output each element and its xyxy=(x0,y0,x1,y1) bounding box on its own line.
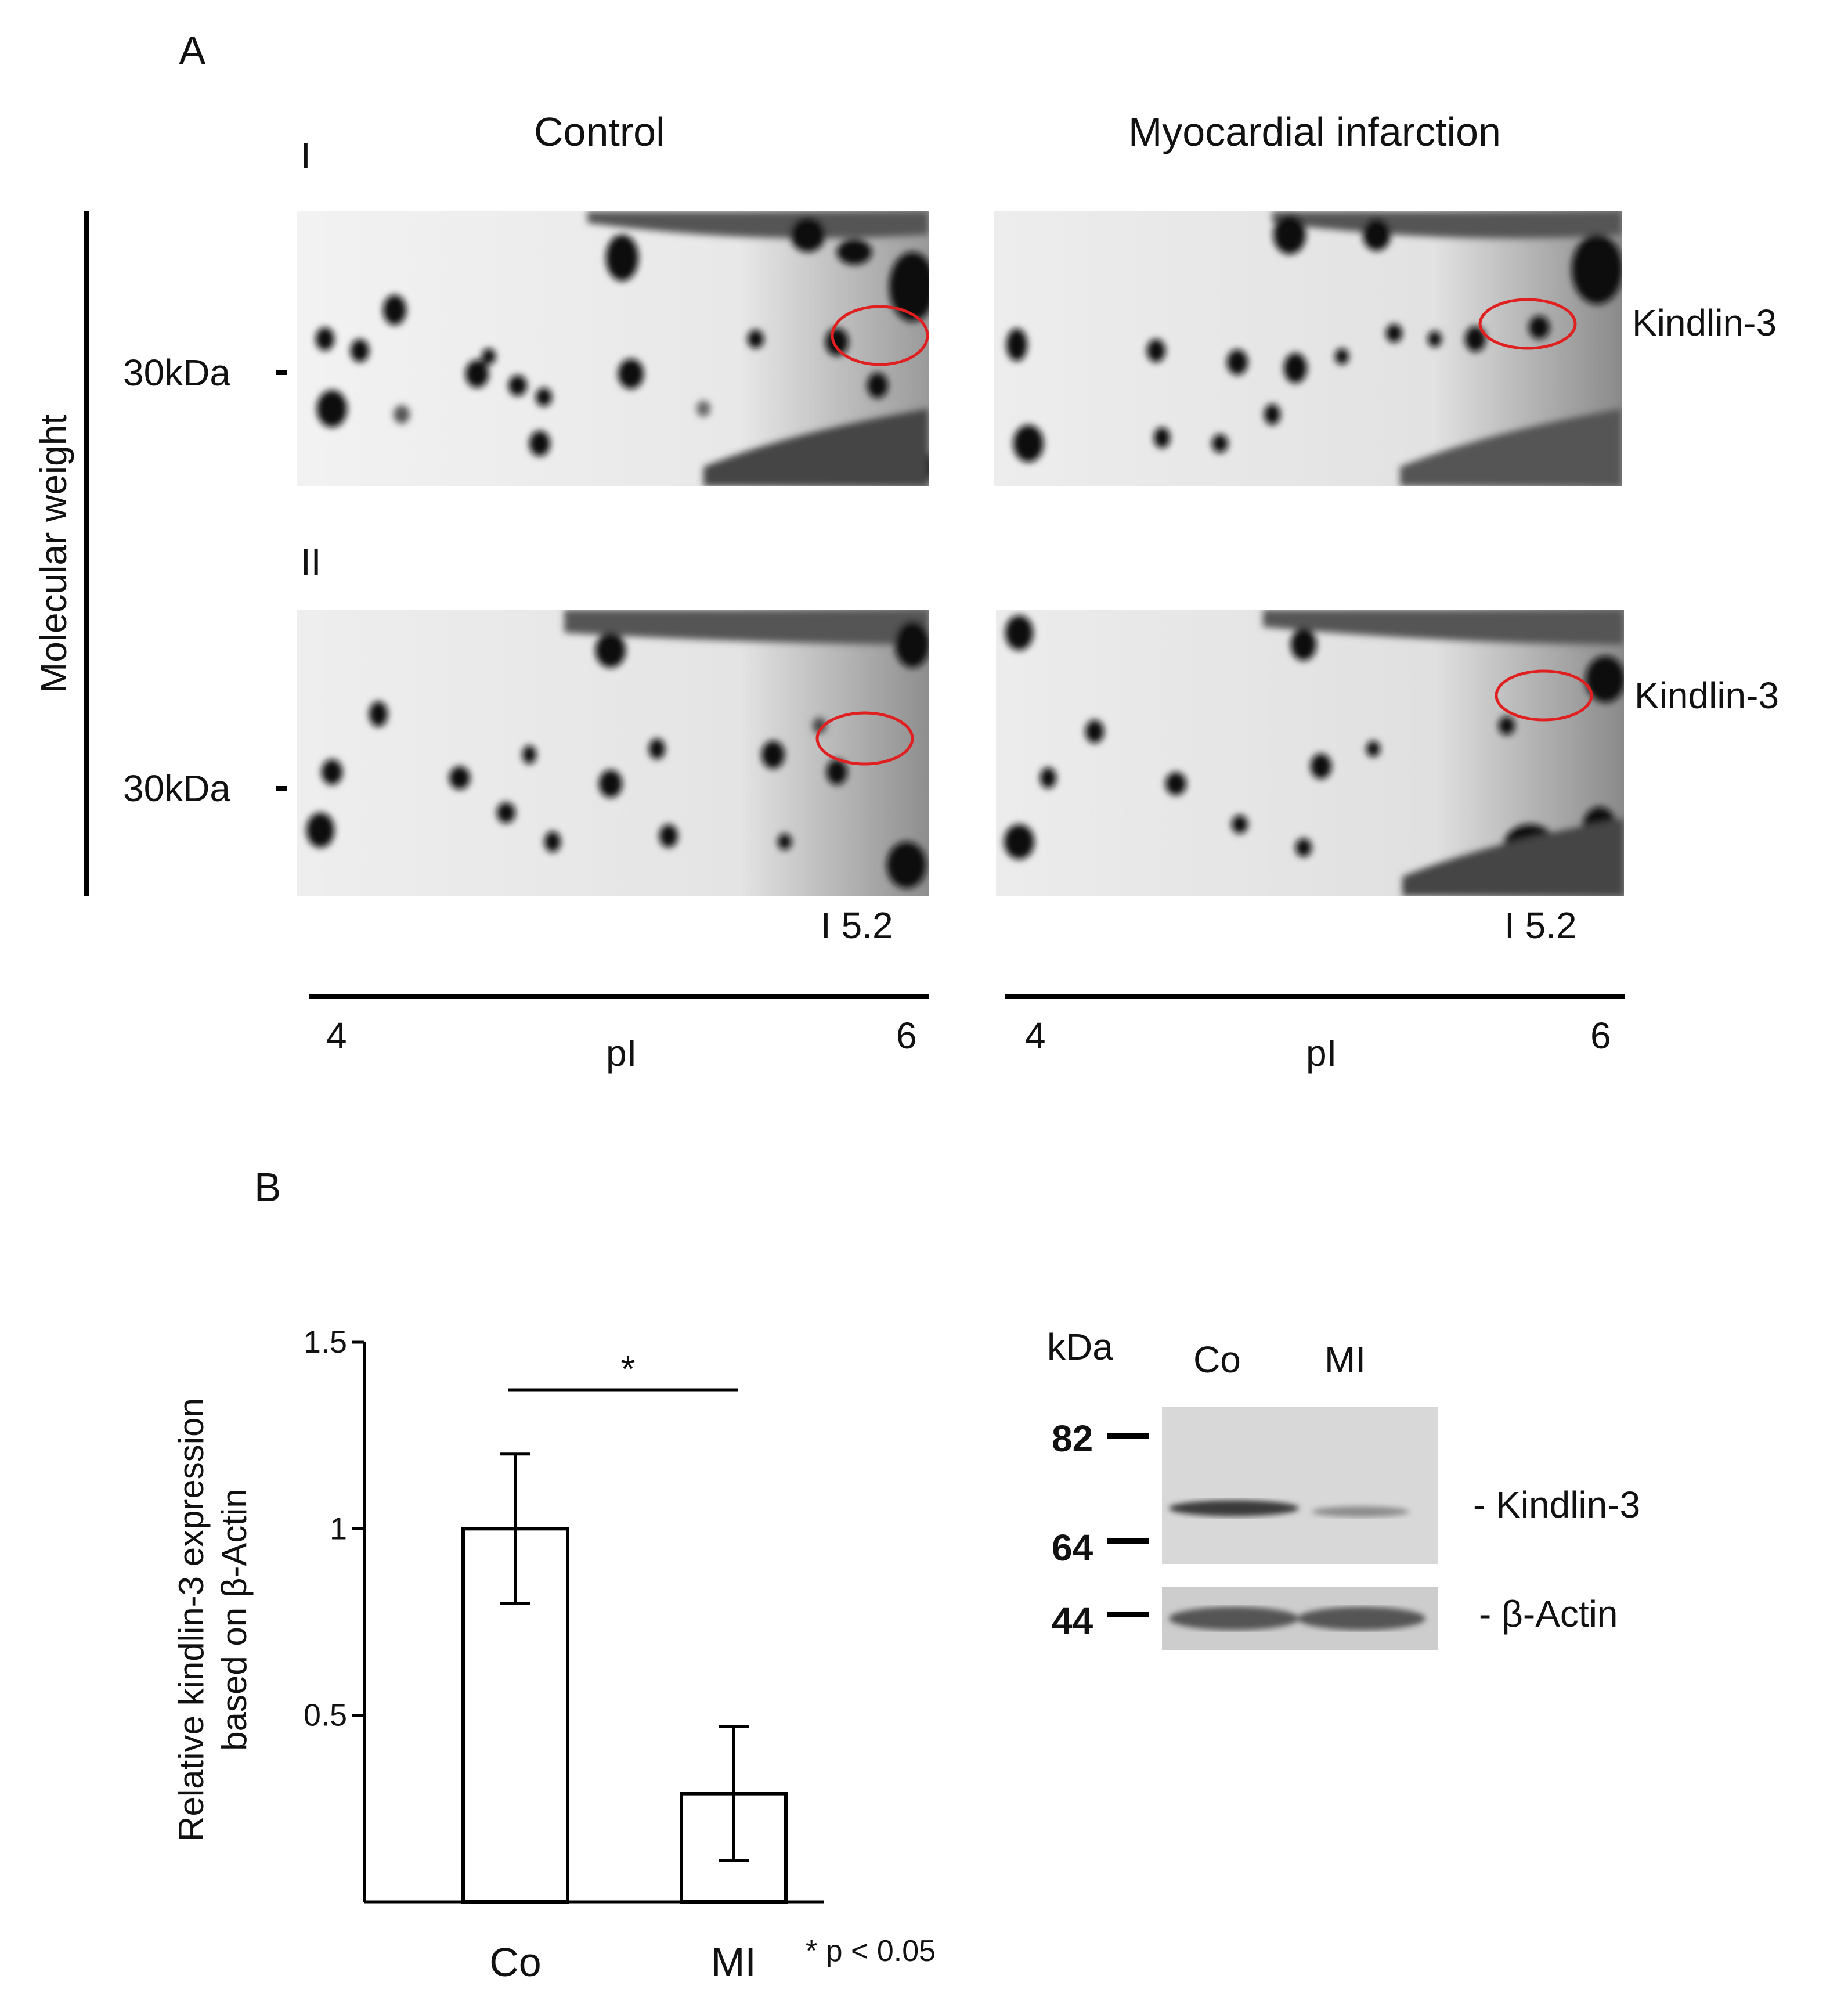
pi-marker-mi: I 5.2 xyxy=(1504,904,1577,946)
y-axis-label-line-1: Relative kindlin-3 expression xyxy=(172,1398,211,1841)
pi-marker-control: I 5.2 xyxy=(821,904,893,946)
blot-marker-64-tick xyxy=(1107,1538,1149,1544)
row-label-i: I xyxy=(301,135,311,176)
p-value-footnote: * p < 0.05 xyxy=(806,1934,936,1968)
gel-mi-i xyxy=(994,211,1622,486)
gel-control-ii xyxy=(297,610,929,896)
blot-kindlin3-strip xyxy=(1162,1407,1438,1564)
blot-marker-64: 64 xyxy=(1052,1527,1093,1569)
blot-marker-82: 82 xyxy=(1052,1418,1093,1459)
gel-control-i xyxy=(297,211,929,486)
pi-axis-min-control: 4 xyxy=(326,1015,347,1057)
y-tick-label-0: 0.5 xyxy=(304,1698,347,1733)
kindlin3-label-row2: Kindlin-3 xyxy=(1634,675,1780,716)
y-axis-label-line-2: based on β-Actin xyxy=(215,1488,254,1750)
mw-marker-30kda-row2: 30kDa xyxy=(123,767,230,809)
control-header: Control xyxy=(534,109,665,154)
blot-marker-82-tick xyxy=(1107,1433,1149,1439)
kindlin3-label-row1: Kindlin-3 xyxy=(1632,302,1777,344)
blot-band-actin: - β-Actin xyxy=(1479,1593,1618,1635)
category-label-mi: MI xyxy=(711,1940,756,1985)
blot-band-kindlin3: - Kindlin-3 xyxy=(1473,1484,1641,1526)
blot-marker-44: 44 xyxy=(1052,1600,1093,1642)
blot-lane-mi: MI xyxy=(1324,1339,1366,1381)
mi-header: Myocardial infarction xyxy=(1128,109,1501,154)
mw-tick-row2 xyxy=(276,786,287,791)
panel-b-letter: B xyxy=(254,1165,281,1210)
gel-mi-ii xyxy=(996,610,1624,896)
blot-unit-label: kDa xyxy=(1047,1326,1113,1368)
pi-axis-label-control: pI xyxy=(606,1032,637,1074)
pi-axis-min-mi: 4 xyxy=(1025,1015,1046,1057)
significance-marker: * xyxy=(621,1348,636,1390)
category-label-co: Co xyxy=(489,1940,541,1985)
blot-lane-co: Co xyxy=(1193,1339,1241,1381)
mw-marker-30kda-row1: 30kDa xyxy=(123,352,230,394)
pi-axis-max-mi: 6 xyxy=(1590,1015,1611,1057)
pi-axis-label-mi: pI xyxy=(1306,1032,1337,1074)
molecular-weight-axis-line xyxy=(84,211,89,896)
panel-a-letter: A xyxy=(179,28,206,73)
blot-actin-strip xyxy=(1162,1587,1438,1650)
y-axis-label: Relative kindlin-3 expression based on β-… xyxy=(172,1398,254,1841)
y-tick-label-2: 1.5 xyxy=(304,1325,347,1360)
pi-axis-line-mi xyxy=(1005,994,1625,999)
mw-tick-row1 xyxy=(276,370,287,375)
y-tick-label-1: 1 xyxy=(330,1511,347,1546)
pi-axis-max-control: 6 xyxy=(896,1015,917,1057)
blot-marker-44-tick xyxy=(1107,1612,1149,1617)
pi-axis-line-control xyxy=(309,994,929,999)
row-label-ii: II xyxy=(301,541,322,583)
